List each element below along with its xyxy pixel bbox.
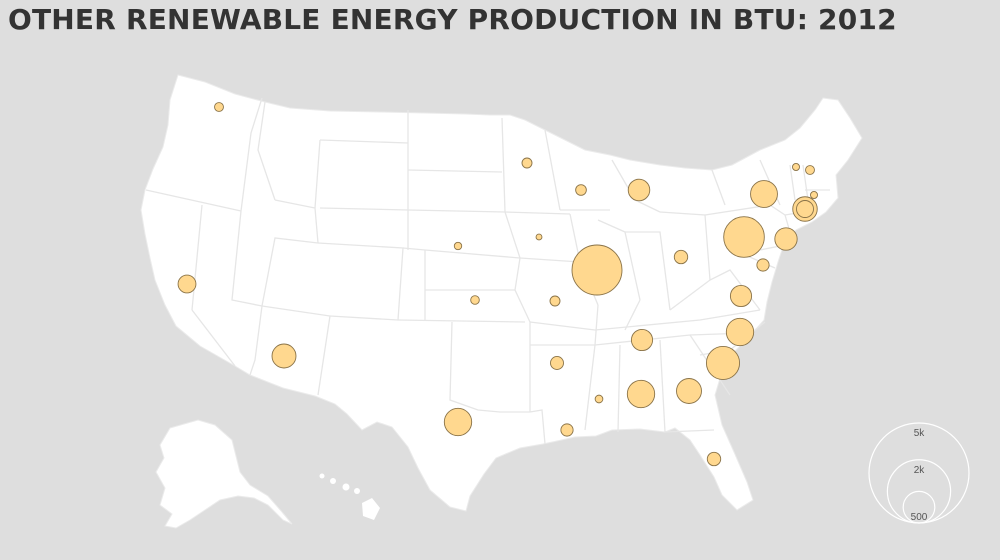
bubble-mo: [549, 295, 561, 307]
bubble-ne: [453, 241, 463, 251]
legend-label: 5k: [914, 428, 926, 439]
bubble-al: [626, 379, 656, 409]
legend-ring-500: [902, 490, 936, 524]
bubble-va: [774, 227, 798, 251]
legend-label: 2k: [914, 465, 926, 476]
bubble-ga: [676, 378, 702, 404]
bubble-il: [571, 244, 623, 296]
legend-label: 500: [911, 512, 928, 523]
bubble-fl: [706, 451, 722, 467]
state-bubbles: [177, 102, 818, 467]
bubble-ct: [796, 200, 814, 218]
bubble-vt: [792, 163, 800, 171]
bubble-ky: [729, 284, 753, 308]
bubble-oh: [673, 249, 689, 265]
bubble-la: [560, 423, 574, 437]
bubble-ny: [750, 180, 778, 208]
bubble-nc: [725, 317, 755, 347]
bubble-mi: [627, 178, 651, 202]
bubble-tn: [630, 328, 654, 352]
bubble-wi: [575, 184, 587, 196]
bubble-ar: [550, 356, 564, 370]
bubble-mn: [521, 157, 533, 169]
bubble-tx: [443, 407, 473, 437]
bubble-ma: [810, 191, 818, 199]
bubble-ca: [177, 274, 197, 294]
bubble-ms: [594, 394, 604, 404]
bubble-nh: [805, 165, 815, 175]
us-landmass: [140, 74, 863, 512]
bubble-sc: [705, 345, 741, 381]
bubble-ia: [535, 233, 543, 241]
bubble-md: [756, 258, 770, 272]
bubble-az: [271, 343, 297, 369]
bubble-wa: [214, 102, 224, 112]
bubble-pa: [723, 216, 765, 258]
bubble-ks: [470, 295, 480, 305]
state-borders: [145, 97, 830, 445]
alaska-landmass: [155, 419, 293, 529]
map-title: OTHER RENEWABLE ENERGY PRODUCTION IN BTU…: [8, 3, 897, 36]
hawaii-islands: [319, 473, 380, 520]
size-legend: 5k 2k 500: [868, 422, 970, 524]
